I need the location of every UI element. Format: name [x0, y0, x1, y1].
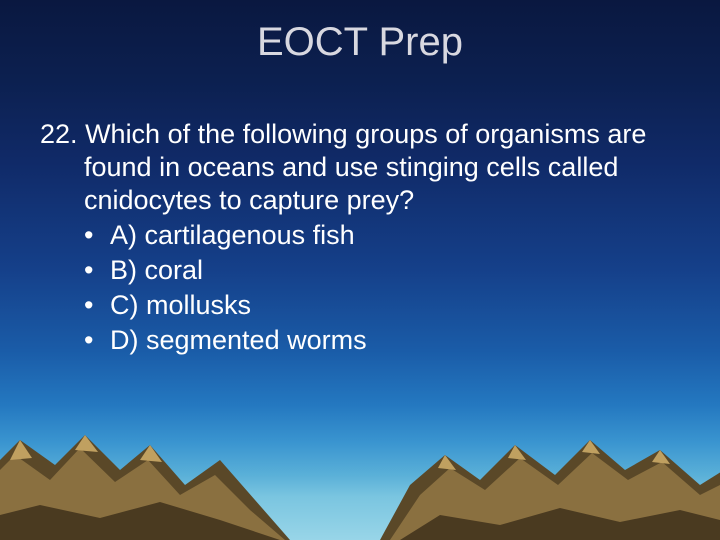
question-block: 22. Which of the following groups of org…	[40, 118, 680, 217]
slide-content: 22. Which of the following groups of org…	[40, 118, 680, 357]
option-d: D) segmented worms	[84, 324, 680, 357]
options-list: A) cartilagenous fish B) coral C) mollus…	[40, 219, 680, 357]
option-b: B) coral	[84, 254, 680, 287]
option-c: C) mollusks	[84, 289, 680, 322]
question-text: Which of the following groups of organis…	[84, 119, 646, 215]
option-a: A) cartilagenous fish	[84, 219, 680, 252]
question-number: 22.	[40, 119, 78, 149]
slide-container: EOCT Prep 22. Which of the following gro…	[0, 0, 720, 540]
slide-title: EOCT Prep	[0, 20, 720, 65]
question-line: 22. Which of the following groups of org…	[40, 118, 680, 217]
mountain-graphic	[0, 390, 720, 540]
